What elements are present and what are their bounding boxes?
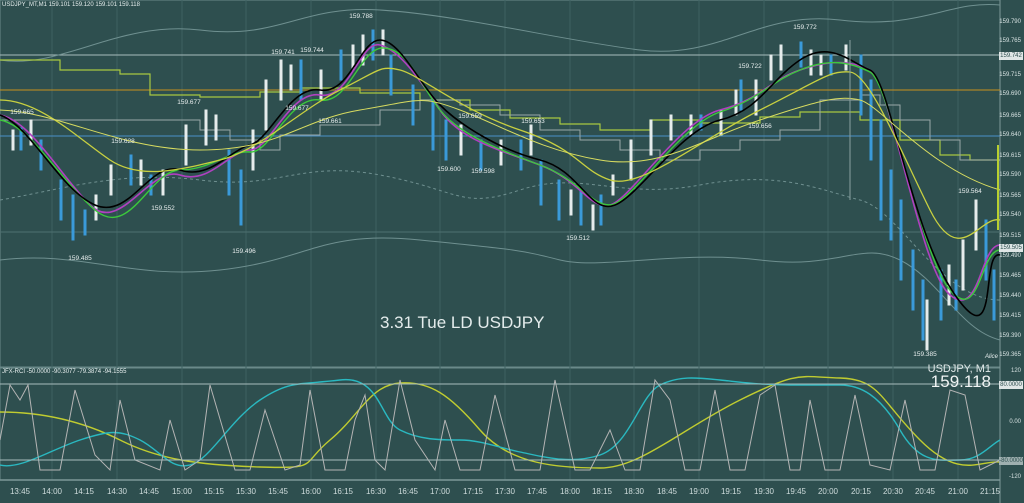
indicator-panel <box>0 367 1001 481</box>
time-label: 20:30 <box>882 487 904 496</box>
time-label: 15:45 <box>267 487 289 496</box>
time-label: 19:15 <box>720 487 742 496</box>
price-annotation: 159.744 <box>300 47 324 54</box>
time-label: 17:15 <box>462 487 484 496</box>
price-label: 159.465 <box>999 273 1021 279</box>
price-label: 159.590 <box>999 172 1021 178</box>
rci-long-line <box>0 375 1001 469</box>
price-label: 159.665 <box>999 113 1021 119</box>
price-annotation: 159.656 <box>748 123 772 130</box>
lower-band-dashed <box>0 170 1001 301</box>
time-label: 20:45 <box>914 487 936 496</box>
time-label: 16:00 <box>300 487 322 496</box>
time-label: 15:15 <box>203 487 225 496</box>
price-label: 159.540 <box>999 212 1021 218</box>
time-label: 18:00 <box>559 487 581 496</box>
time-label: 15:30 <box>235 487 257 496</box>
price-annotation: 159.659 <box>458 113 482 120</box>
time-label: 14:45 <box>138 487 160 496</box>
time-label: 17:30 <box>494 487 516 496</box>
time-label: 14:30 <box>106 487 128 496</box>
indicator-highlight: 80.0000 <box>999 381 1023 389</box>
price-label: 159.715 <box>999 72 1021 78</box>
price-label: 159.565 <box>999 193 1021 199</box>
price-annotation: 159.598 <box>471 168 495 175</box>
price-annotation: 159.741 <box>271 49 295 56</box>
time-label: 18:30 <box>623 487 645 496</box>
price-annotation: 159.512 <box>566 235 590 242</box>
price-annotation: 159.600 <box>437 166 461 173</box>
ma-black <box>0 39 1001 317</box>
price-annotation: 159.772 <box>793 24 817 31</box>
price-label: 159.490 <box>999 253 1021 259</box>
price-label: 159.390 <box>999 333 1021 339</box>
time-label: 14:15 <box>73 487 95 496</box>
price-highlight-upper: 159.742 <box>999 52 1023 60</box>
step-line-gray <box>0 94 1000 161</box>
time-label: 21:15 <box>979 487 1001 496</box>
price-annotation: 159.661 <box>318 118 342 125</box>
time-label: 16:15 <box>332 487 354 496</box>
price-annotation: 159.628 <box>111 138 135 145</box>
time-label: 17:45 <box>526 487 548 496</box>
price-annotation: 159.385 <box>913 351 937 358</box>
time-label: 14:00 <box>41 487 63 496</box>
time-label: 18:45 <box>656 487 678 496</box>
time-label: 16:45 <box>397 487 419 496</box>
time-label: 19:30 <box>753 487 775 496</box>
main-price-panel <box>0 0 1001 368</box>
price-annotation: 159.665 <box>10 109 34 116</box>
price-highlight-current: 159.505 <box>999 244 1023 252</box>
price-label: 159.615 <box>999 153 1021 159</box>
ma-light-yellow <box>0 97 1001 191</box>
indicator-info-line: JFX-RCI -50.0000 -90.3077 -79.3874 -94.1… <box>2 369 127 375</box>
ma-yellow <box>0 67 1001 239</box>
price-annotation: 159.552 <box>151 205 175 212</box>
price-label: 159.640 <box>999 132 1021 138</box>
price-annotation: 159.653 <box>521 118 545 125</box>
price-annotation: 159.722 <box>738 63 762 70</box>
price-label: 159.515 <box>999 233 1021 239</box>
price-label: 159.365 <box>999 352 1021 358</box>
price-label: 159.415 <box>999 313 1021 319</box>
time-label: 17:00 <box>429 487 451 496</box>
price-label: 159.790 <box>999 19 1021 25</box>
time-label: 19:00 <box>688 487 710 496</box>
indicator-label: 0.00 <box>1009 419 1021 425</box>
symbol-label: USDJPY, M1 <box>927 363 991 375</box>
time-label: 13:45 <box>9 487 31 496</box>
price-annotation: 159.564 <box>958 188 982 195</box>
rci-short-line <box>0 378 1001 472</box>
upper-band <box>0 3 1001 62</box>
time-label: 20:00 <box>817 487 839 496</box>
price-label: 159.440 <box>999 293 1021 299</box>
time-label: 21:00 <box>947 487 969 496</box>
price-annotation: 159.788 <box>349 13 373 20</box>
indicator-label: -80.0000 <box>999 457 1023 465</box>
time-label: 19:45 <box>785 487 807 496</box>
lower-band <box>0 237 1001 341</box>
time-label: 18:15 <box>591 487 613 496</box>
time-label: 20:15 <box>850 487 872 496</box>
price-label: 159.690 <box>999 91 1021 97</box>
price-label: 159.765 <box>999 38 1021 44</box>
chart-annotation-title: 3.31 Tue LD USDJPY <box>380 313 545 332</box>
alert-tag: Alice <box>985 354 999 360</box>
time-label: 15:00 <box>171 487 193 496</box>
price-annotation: 159.485 <box>68 255 92 262</box>
chart-info-line: USDJPY_MT,M1 159.101 159.120 159.101 159… <box>2 2 140 8</box>
price-annotation: 159.677 <box>177 99 201 106</box>
vertical-grid <box>51 0 959 480</box>
indicator-label: 120 <box>1010 368 1021 374</box>
price-annotation: 159.677 <box>285 105 309 112</box>
rci-mid-line <box>0 377 1001 467</box>
indicator-label: -120 <box>1008 474 1021 480</box>
time-label: 16:30 <box>365 487 387 496</box>
current-price: 159.118 <box>930 372 991 391</box>
step-line-lime <box>0 59 1000 161</box>
price-annotation: 159.496 <box>232 248 256 255</box>
